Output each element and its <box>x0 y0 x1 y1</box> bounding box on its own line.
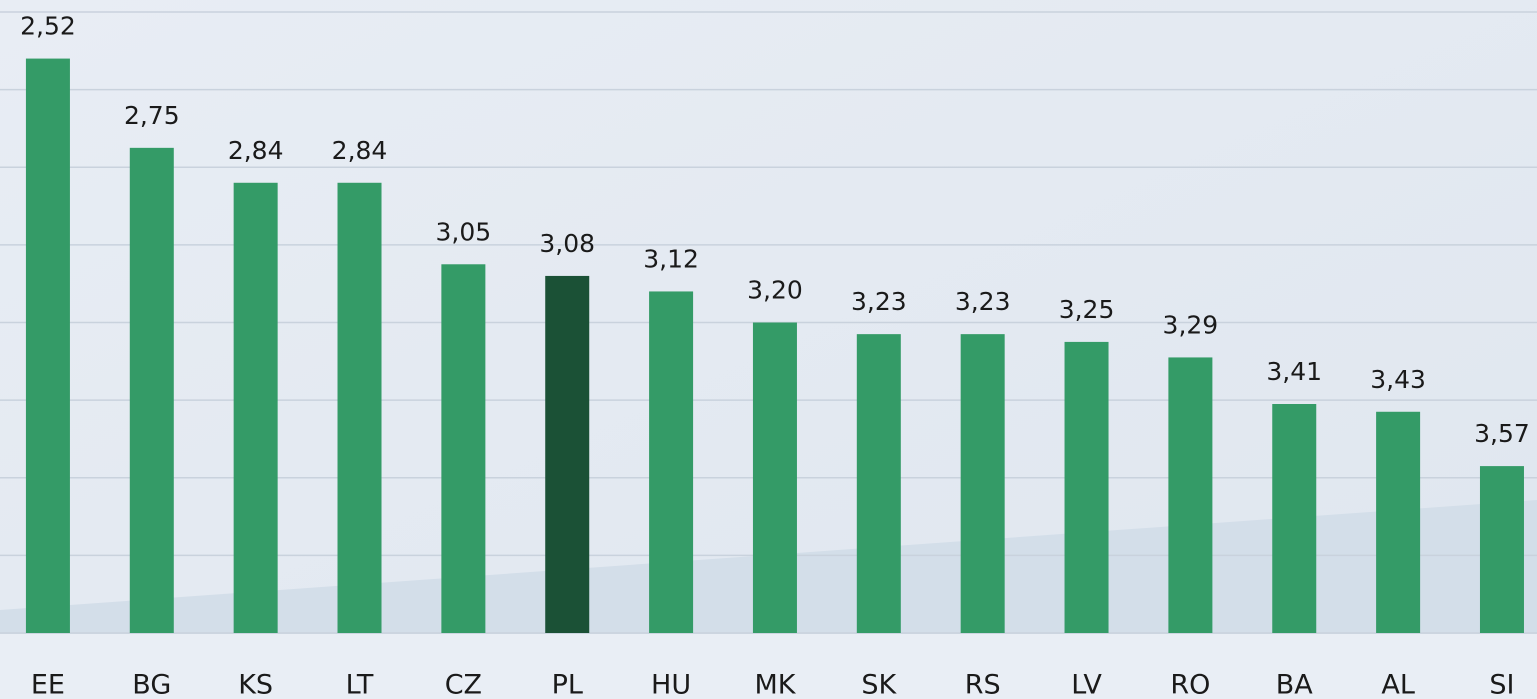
value-label: 3,57 <box>1474 419 1530 448</box>
value-label: 3,23 <box>955 287 1011 316</box>
x-tick-label: CZ <box>445 670 482 699</box>
bar <box>856 334 901 633</box>
x-tick-label: RO <box>1170 670 1210 699</box>
x-tick-label: BA <box>1276 670 1314 699</box>
bar <box>545 275 590 633</box>
bar <box>25 58 70 633</box>
bar <box>649 291 694 633</box>
value-label: 3,05 <box>436 217 492 246</box>
value-label: 2,84 <box>228 136 284 165</box>
value-label: 3,23 <box>851 287 907 316</box>
value-label: 2,75 <box>124 101 180 130</box>
bar <box>1376 411 1421 633</box>
x-tick-label: EE <box>31 670 65 699</box>
x-tick-label: RS <box>965 670 1001 699</box>
x-tick-label: SK <box>861 670 897 699</box>
x-tick-label: LV <box>1071 670 1102 699</box>
x-tick-label: LT <box>346 670 374 699</box>
bar <box>1479 466 1524 633</box>
bar <box>233 182 278 633</box>
bar <box>1168 357 1213 633</box>
bar <box>441 264 486 633</box>
bar <box>752 322 797 633</box>
value-label: 3,41 <box>1266 357 1322 386</box>
x-tick-label: MK <box>754 670 796 699</box>
x-tick-label: HU <box>651 670 691 699</box>
x-tick-label: BG <box>132 670 171 699</box>
value-label: 3,43 <box>1370 365 1426 394</box>
value-label: 3,12 <box>643 244 699 273</box>
x-tick-label: AL <box>1381 670 1415 699</box>
value-label: 2,52 <box>20 12 76 41</box>
x-tick-label: PL <box>552 670 583 699</box>
value-label: 3,08 <box>539 229 595 258</box>
bar <box>1064 341 1109 633</box>
bar <box>129 147 174 633</box>
x-tick-label: SI <box>1489 670 1514 699</box>
bar <box>337 182 382 633</box>
value-label: 3,20 <box>747 276 803 305</box>
axis-band <box>0 634 1537 699</box>
value-label: 2,84 <box>332 136 388 165</box>
value-label: 3,29 <box>1163 310 1219 339</box>
bar <box>1272 404 1317 633</box>
x-tick-label: KS <box>238 670 273 699</box>
value-label: 3,25 <box>1059 295 1115 324</box>
bar <box>960 334 1005 633</box>
